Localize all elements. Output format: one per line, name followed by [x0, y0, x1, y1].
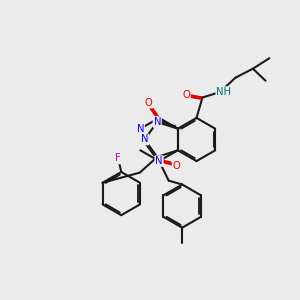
Text: O: O: [145, 98, 152, 108]
Text: N: N: [155, 156, 163, 166]
Text: O: O: [182, 89, 190, 100]
Text: N: N: [141, 134, 148, 145]
Text: O: O: [172, 161, 180, 171]
Text: NH: NH: [216, 87, 231, 97]
Text: F: F: [116, 154, 121, 164]
Text: N: N: [136, 124, 144, 134]
Text: N: N: [154, 117, 161, 127]
